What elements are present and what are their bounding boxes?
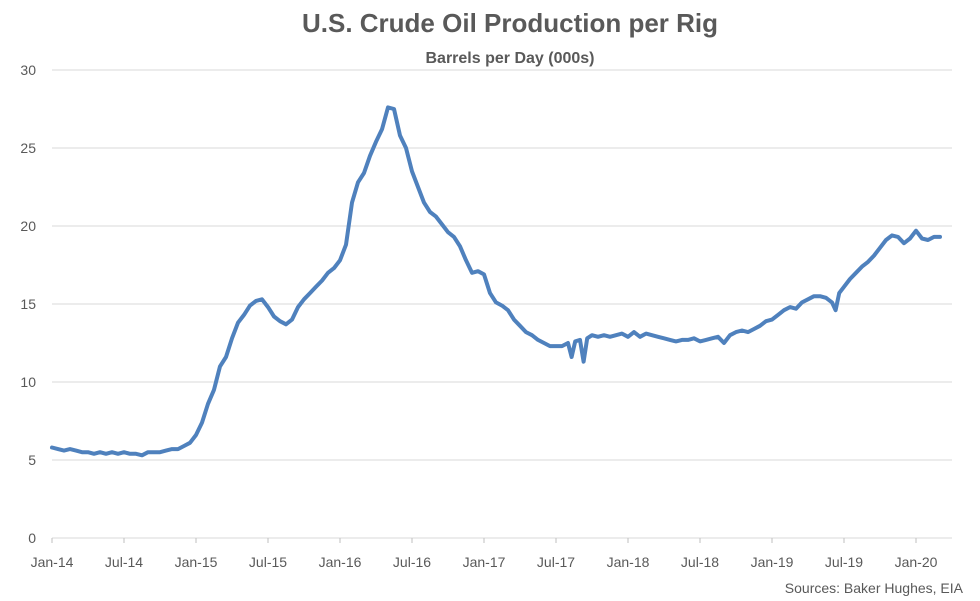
x-tick-label: Jul-15: [249, 554, 287, 570]
gridlines: [52, 69, 952, 539]
x-tick-label: Jul-19: [825, 554, 863, 570]
x-tick-label: Jan-14: [31, 554, 74, 570]
x-tick-label: Jan-17: [463, 554, 506, 570]
y-tick-label: 10: [20, 374, 36, 390]
x-axis: Jan-14 Jul-14 Jan-15 Jul-15 Jan-16 Jul-16 Jan-…: [31, 538, 938, 570]
y-axis: 0 5 10 15 20 25 30: [20, 62, 36, 546]
y-tick-label: 20: [20, 218, 36, 234]
x-tick-label: Jan-18: [607, 554, 650, 570]
chart-subtitle: Barrels per Day (000s): [426, 50, 595, 67]
x-tick-label: Jan-15: [175, 554, 218, 570]
chart-title: U.S. Crude Oil Production per Rig: [302, 8, 718, 38]
y-tick-label: 30: [20, 62, 36, 78]
y-tick-label: 15: [20, 296, 36, 312]
source-note: Sources: Baker Hughes, EIA: [785, 580, 964, 596]
x-tick-label: Jul-16: [393, 554, 431, 570]
x-tick-label: Jan-20: [895, 554, 938, 570]
x-tick-label: Jul-17: [537, 554, 575, 570]
series-line: [50, 105, 942, 458]
x-tick-label: Jul-14: [105, 554, 143, 570]
x-tick-label: Jan-16: [319, 554, 362, 570]
x-tick-label: Jul-18: [681, 554, 719, 570]
y-tick-label: 5: [28, 452, 36, 468]
x-tick-label: Jan-19: [751, 554, 794, 570]
y-tick-label: 25: [20, 140, 36, 156]
y-tick-label: 0: [28, 530, 36, 546]
